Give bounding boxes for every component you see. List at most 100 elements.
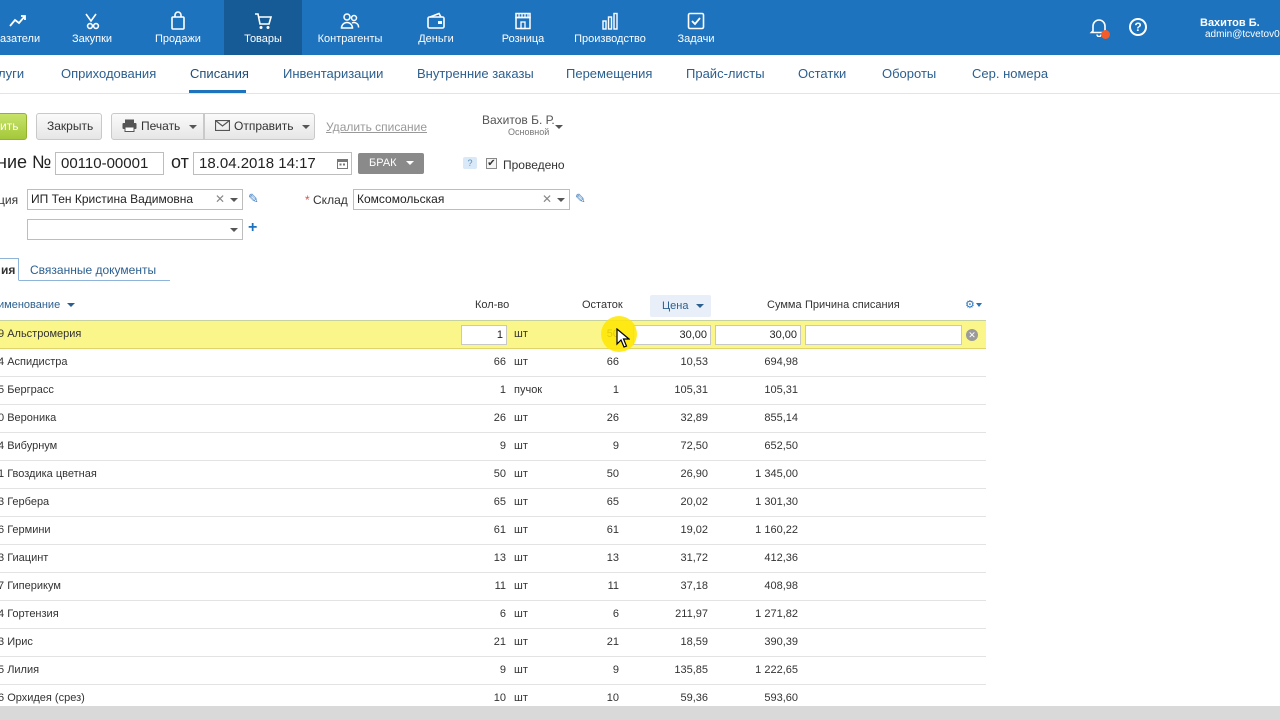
reason-input[interactable] (805, 325, 962, 345)
column-header-price[interactable]: Цена (650, 295, 711, 317)
chevron-down-icon[interactable] (557, 198, 565, 202)
row-qty: 9 (499, 664, 506, 676)
chevron-down-icon[interactable] (230, 198, 238, 202)
posted-checkbox[interactable]: ✔ (486, 158, 497, 169)
row-code: 3 (0, 496, 5, 508)
row-name-text: Гвоздика цветная (7, 468, 97, 480)
save-button[interactable]: ить (0, 113, 27, 140)
print-button[interactable]: Печать (111, 113, 204, 140)
status-dropdown[interactable]: БРАК (358, 153, 424, 174)
calendar-icon[interactable] (337, 158, 348, 169)
table-row[interactable]: 4 Аспидистра 66 шт 66 10,53 694,98 (0, 349, 986, 377)
table-row[interactable]: 9 Альстромерия шт 50 ✕ (0, 321, 986, 349)
document-number-input[interactable]: 00110-00001 (55, 152, 164, 175)
table-row[interactable]: 6 Гермини 61 шт 61 19,02 1 160,22 (0, 517, 986, 545)
row-name: 7 Гиперикум (0, 580, 61, 592)
help-icon[interactable]: ? (463, 157, 477, 169)
row-name: 0 Вероника (0, 412, 56, 424)
table-row[interactable]: 0 Вероника 26 шт 26 32,89 855,14 (0, 405, 986, 433)
close-button[interactable]: Закрыть (36, 113, 102, 140)
price-input[interactable] (633, 325, 711, 345)
row-rest: 66 (606, 356, 619, 368)
table-row[interactable]: 5 Лилия 9 шт 9 135,85 1 222,65 (0, 657, 986, 685)
row-name: 6 Орхидея (срез) (0, 692, 85, 704)
subnav-item-stock[interactable]: Остатки (798, 66, 847, 81)
subnav-item-receipts[interactable]: Оприходования (61, 66, 157, 81)
nav-label: Деньги (418, 33, 454, 45)
nav-item-purchases[interactable]: Закупки (63, 0, 121, 55)
subnav-item-turnover[interactable]: Обороты (882, 66, 937, 81)
column-header-name[interactable]: именование (0, 299, 76, 311)
table-row[interactable]: 3 Ирис 21 шт 21 18,59 390,39 (0, 629, 986, 657)
row-sum: 412,36 (764, 552, 798, 564)
row-qty: 1 (499, 384, 506, 396)
table-row[interactable]: 4 Вибурнум 9 шт 9 72,50 652,50 (0, 433, 986, 461)
chevron-down-icon[interactable] (230, 228, 238, 232)
table-row[interactable]: 3 Гербера 65 шт 65 20,02 1 301,30 (0, 489, 986, 517)
row-price: 26,90 (680, 468, 708, 480)
help-icon[interactable]: ? (1129, 18, 1147, 36)
row-rest: 9 (612, 440, 619, 452)
nav-item-tasks[interactable]: Задачи (670, 0, 722, 55)
chevron-down-icon (188, 124, 197, 129)
print-label: Печать (141, 119, 181, 133)
row-rest: 9 (612, 664, 619, 676)
owner-select[interactable]: Вахитов Б. Р. (482, 113, 555, 127)
tab-positions[interactable]: ия (0, 258, 19, 281)
project-select[interactable] (27, 219, 243, 240)
row-code: 4 (0, 440, 5, 452)
chart-line-icon (8, 15, 26, 27)
edit-organization-icon[interactable]: ✎ (248, 191, 259, 206)
nav-item-retail[interactable]: Розница (495, 0, 551, 55)
clear-icon[interactable]: ✕ (541, 192, 552, 206)
user-email[interactable]: admin@tcvetov0 (1205, 29, 1280, 40)
document-date-input[interactable]: 18.04.2018 14:17 (193, 152, 352, 175)
nav-item-money[interactable]: Деньги (408, 0, 464, 55)
row-price: 10,53 (680, 356, 708, 368)
gear-icon[interactable]: ⚙ (965, 298, 982, 311)
row-code: 7 (0, 580, 5, 592)
row-sum: 1 301,30 (755, 496, 798, 508)
status-label: БРАК (369, 157, 397, 169)
nav-item-sales[interactable]: Продажи (146, 0, 210, 55)
table-row[interactable]: 4 Гортензия 6 шт 6 211,97 1 271,82 (0, 601, 986, 629)
tab-related-documents[interactable]: Связанные документы (30, 263, 157, 277)
row-qty: 65 (493, 496, 506, 508)
clear-icon[interactable]: ✕ (214, 192, 225, 206)
edit-warehouse-icon[interactable]: ✎ (575, 191, 586, 206)
row-name: 5 Лилия (0, 664, 39, 676)
warehouse-select[interactable]: Комсомольская ✕ (353, 189, 570, 210)
posted-label: Проведено (503, 158, 565, 172)
sum-input[interactable] (715, 325, 801, 345)
delete-writeoff-link[interactable]: Удалить списание (326, 120, 428, 134)
row-price: 72,50 (680, 440, 708, 452)
table-row[interactable]: 1 Гвоздика цветная 50 шт 50 26,90 1 345,00 (0, 461, 986, 489)
table-top-border (0, 320, 986, 321)
send-button[interactable]: Отправить (204, 113, 315, 140)
nav-item-goods[interactable]: Товары (224, 0, 302, 55)
column-header-sum: Сумма (767, 299, 802, 311)
remove-row-icon[interactable]: ✕ (966, 329, 978, 341)
subnav-item-price-lists[interactable]: Прайс-листы (686, 66, 765, 81)
subnav-item-internal-orders[interactable]: Внутренние заказы (417, 66, 534, 81)
table-row[interactable]: 5 Берграсс 1 пучок 1 105,31 105,31 (0, 377, 986, 405)
row-name: 4 Аспидистра (0, 356, 67, 368)
subnav-item-writeoffs[interactable]: Списания (190, 66, 249, 81)
nav-item-contractors[interactable]: Контрагенты (313, 0, 387, 55)
subnav-item-transfers[interactable]: Перемещения (566, 66, 653, 81)
horizontal-scrollbar[interactable] (0, 706, 1280, 720)
table-row[interactable]: 7 Гиперикум 11 шт 11 37,18 408,98 (0, 573, 986, 601)
subnav-item-serial-numbers[interactable]: Сер. номера (972, 66, 1049, 81)
organization-select[interactable]: ИП Тен Кристина Вадимовна ✕ (27, 189, 243, 210)
subnav-item-inventory[interactable]: Инвентаризации (283, 66, 384, 81)
owner-chevron-down-icon[interactable] (555, 125, 563, 129)
table-row[interactable]: 3 Гиацинт 13 шт 13 31,72 412,36 (0, 545, 986, 573)
nav-item-indicators[interactable]: зазатели (0, 0, 45, 55)
nav-item-production[interactable]: Производство (570, 0, 650, 55)
add-icon[interactable]: + (248, 219, 258, 236)
row-name: 3 Ирис (0, 636, 33, 648)
qty-input[interactable] (461, 325, 507, 345)
user-name[interactable]: Вахитов Б. (1200, 17, 1260, 29)
subnav-item-services[interactable]: луги (0, 66, 25, 81)
